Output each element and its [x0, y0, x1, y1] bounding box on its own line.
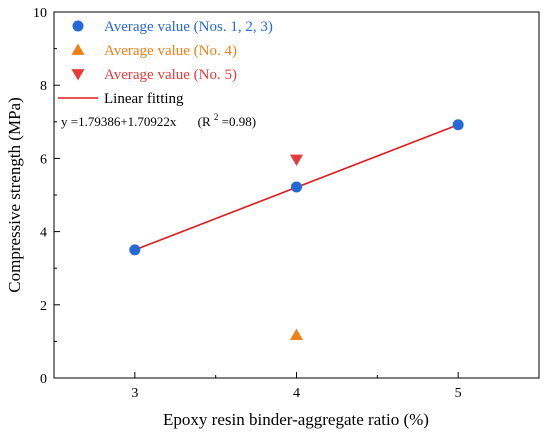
legend-label-0: Average value (Nos. 1, 2, 3): [104, 19, 273, 35]
point-s0-1: [291, 181, 302, 193]
legend-label-1: Average value (No. 4): [104, 43, 237, 59]
y-tick-label-3: 6: [40, 152, 47, 167]
legend-label-3: Linear fitting: [104, 91, 184, 107]
y-tick-label-4: 8: [40, 79, 47, 94]
axes: 0 2 4 6 8 10 3 4 5: [33, 6, 462, 401]
fit-equation-text: y =1.79386+1.70922x: [61, 114, 177, 129]
fit-r2-sup: 2: [214, 112, 219, 122]
fit-equation: y =1.79386+1.70922x (R 2 =0.98): [61, 108, 256, 129]
legend-label-2: Average value (No. 5): [104, 67, 237, 83]
fit-r2-close: =0.98): [222, 114, 256, 129]
y-tick-label-2: 4: [40, 226, 47, 241]
y-axis-title: Compressive strength (MPa): [5, 97, 24, 292]
legend-swatch-0: [72, 20, 84, 32]
y-tick-label-0: 0: [40, 372, 47, 387]
legend: Average value (Nos. 1, 2, 3) Average valu…: [58, 19, 273, 107]
legend-swatch-1: [71, 43, 85, 55]
point-s0-0: [129, 244, 141, 256]
x-tick-label-0: 3: [131, 386, 138, 401]
fit-r2-open: (R: [198, 114, 211, 129]
point-s2-0: [290, 154, 303, 166]
y-tick-label-5: 10: [33, 6, 47, 21]
y-tick-label-1: 2: [40, 299, 47, 314]
legend-swatch-2: [71, 69, 85, 81]
marks: [129, 119, 464, 341]
x-tick-label-2: 5: [455, 386, 462, 401]
x-tick-label-1: 4: [293, 386, 300, 401]
point-s1-0: [290, 328, 303, 341]
x-axis-title: Epoxy resin binder-aggregate ratio (%): [163, 410, 429, 429]
point-s0-2: [452, 119, 464, 131]
